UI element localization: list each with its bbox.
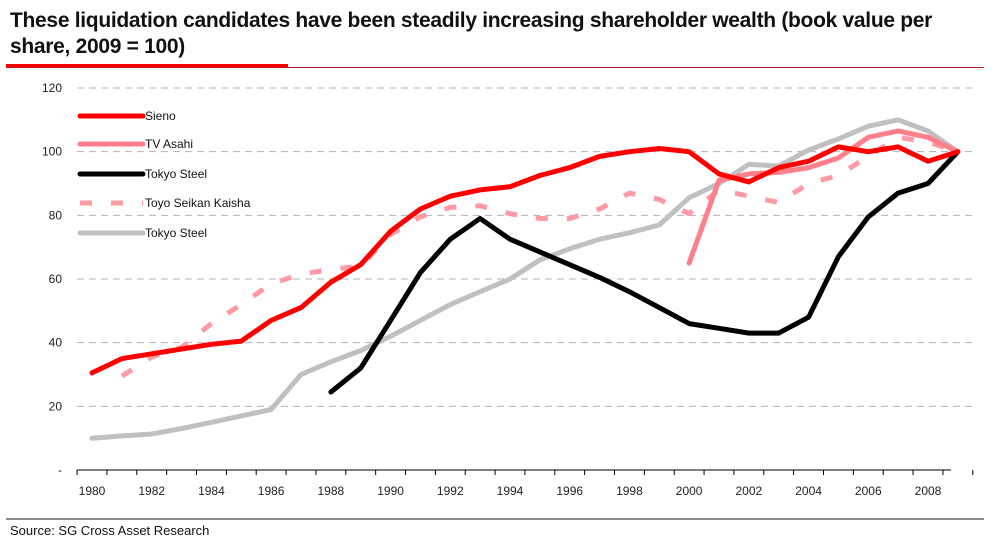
x-tick-label: 1986 [258, 484, 285, 498]
legend: Sieno TV Asahi Tokyo Steel Toyo Seikan Kais… [77, 109, 251, 240]
y-tick-label: 100 [42, 145, 62, 159]
x-tick-label: 1990 [377, 484, 404, 498]
x-tick-label: 1988 [318, 484, 345, 498]
x-tick-label: 1980 [79, 484, 106, 498]
series-line-tokyo-steel-4 [89, 117, 961, 441]
x-axis: 1980 1982 1984 1986 1988 1990 1992 1994 1996 1998… [76, 469, 974, 498]
y-tick-label: 60 [49, 272, 63, 286]
legend-label: Sieno [145, 109, 176, 123]
x-tick-label: 2002 [736, 484, 763, 498]
series-line-tv-asahi-1 [686, 128, 961, 266]
x-tick-label: 1994 [497, 484, 524, 498]
x-tick-label: 1984 [198, 484, 225, 498]
y-tick-label: 40 [49, 336, 63, 350]
y-tick-label: 120 [42, 81, 62, 95]
footer-rule [6, 518, 984, 520]
x-tick-label: 1996 [556, 484, 583, 498]
legend-label: TV Asahi [145, 137, 193, 151]
x-tick-label: 2000 [676, 484, 703, 498]
x-tick-label: 1982 [138, 484, 165, 498]
series-lines [89, 117, 961, 441]
title-accent-rule [6, 64, 288, 68]
y-tick-label: 20 [49, 399, 63, 413]
legend-label: Tokyo Steel [145, 167, 207, 181]
legend-label: Toyo Seikan Kaisha [145, 196, 251, 210]
x-tick-label: 2008 [915, 484, 942, 498]
x-tick-label: 2006 [855, 484, 882, 498]
series-line-sieno-0 [89, 144, 961, 376]
chart-title: These liquidation candidates have been s… [10, 9, 933, 58]
y-tick-label: 80 [49, 208, 63, 222]
x-tick-label: 2004 [795, 484, 822, 498]
x-tick-label: 1998 [616, 484, 643, 498]
y-axis: - 20 40 60 80 100 120 [42, 81, 62, 477]
y-tick-label: - [58, 463, 62, 477]
series-line-toyo-seikan-kaisha-3 [120, 134, 959, 379]
title-rule [6, 67, 984, 68]
series-line-tokyo-steel-2 [328, 149, 961, 395]
legend-label: Tokyo Steel [145, 226, 207, 240]
x-tick-label: 1992 [437, 484, 464, 498]
source-note: Source: SG Cross Asset Research [10, 523, 210, 538]
